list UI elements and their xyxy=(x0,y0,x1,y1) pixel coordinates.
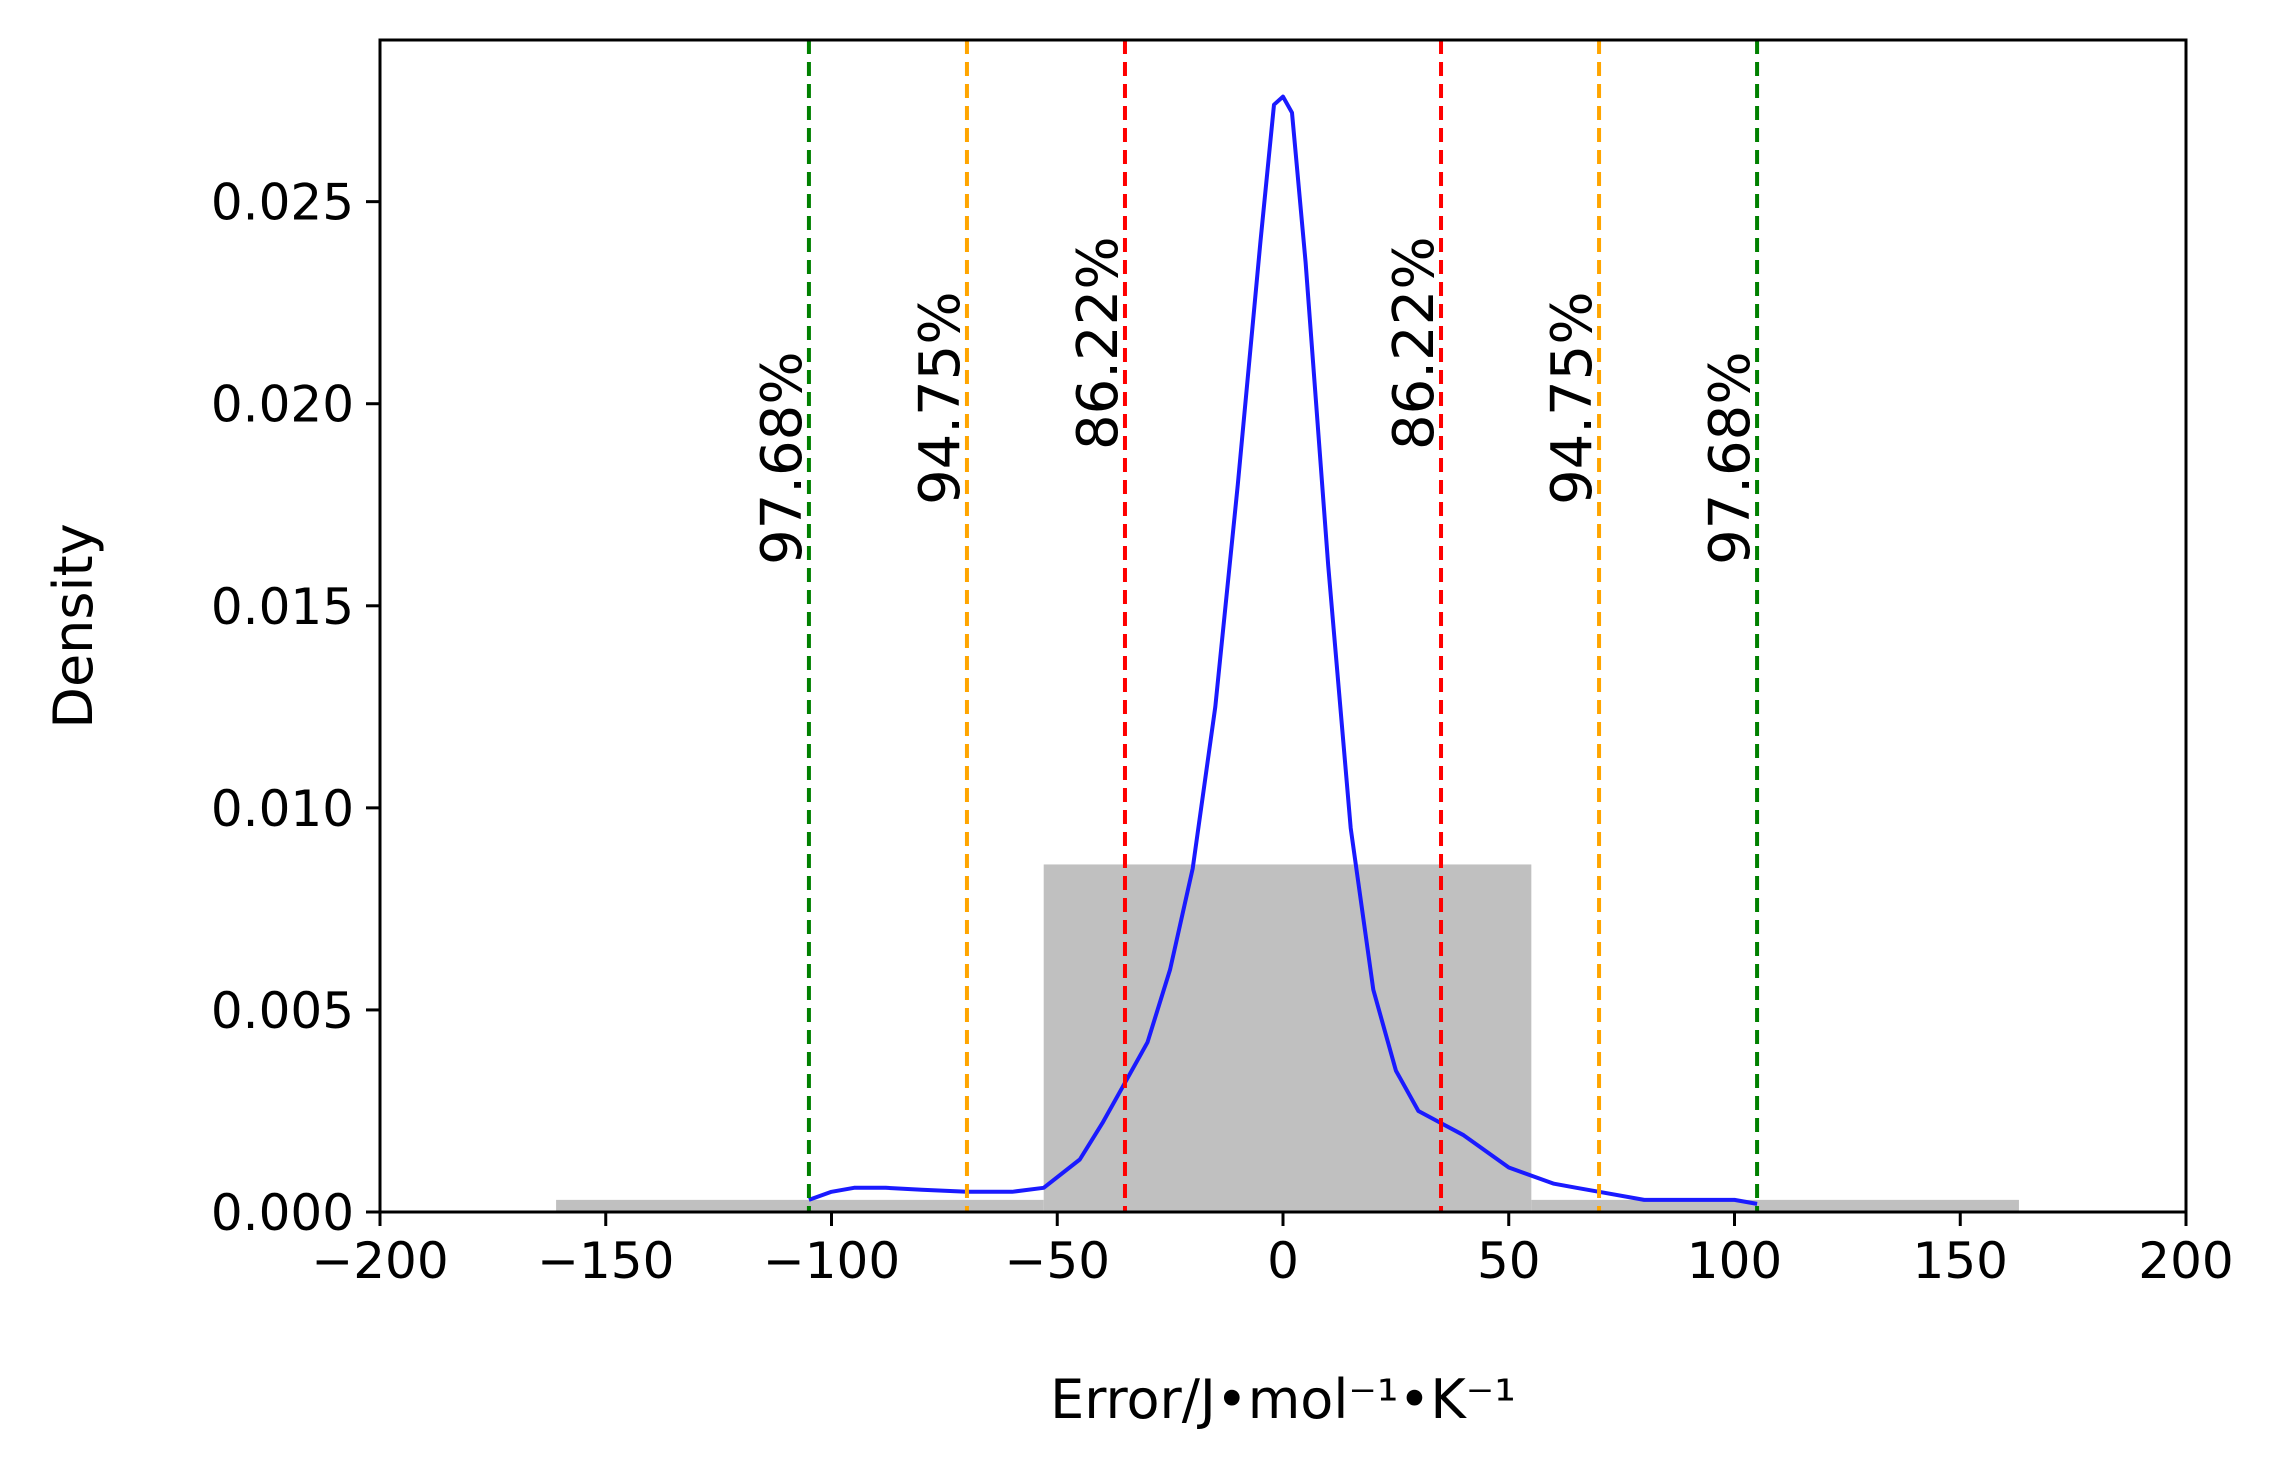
y-tick-label-3: 0.015 xyxy=(211,578,354,636)
y-tick-label-1: 0.005 xyxy=(211,982,354,1040)
x-tick-label-2: −100 xyxy=(763,1232,900,1290)
x-tick-label-3: −50 xyxy=(1004,1232,1110,1290)
percentile-label-5: 97.68% xyxy=(1698,351,1763,565)
histogram-bars xyxy=(556,864,2019,1212)
y-tick-label-4: 0.020 xyxy=(211,376,354,434)
histogram-bar-1 xyxy=(1043,864,1532,1212)
x-tick-label-0: −200 xyxy=(311,1232,448,1290)
x-axis-label: Error/J•mol⁻¹•K⁻¹ xyxy=(1050,1368,1516,1431)
percentile-label-4: 94.75% xyxy=(1540,291,1605,505)
y-tick-label-0: 0.000 xyxy=(211,1184,354,1242)
x-tick-label-5: 50 xyxy=(1477,1232,1541,1290)
percentile-label-1: 94.75% xyxy=(908,291,973,505)
percentile-label-0: 97.68% xyxy=(750,351,815,565)
x-tick-label-7: 150 xyxy=(1913,1232,2008,1290)
histogram-bar-0 xyxy=(556,1199,1044,1212)
y-tick-label-2: 0.010 xyxy=(211,780,354,838)
x-tick-label-6: 100 xyxy=(1687,1232,1782,1290)
x-tick-label-8: 200 xyxy=(2138,1232,2233,1290)
y-tick-label-5: 0.025 xyxy=(211,174,354,232)
percentile-label-3: 86.22% xyxy=(1382,236,1447,450)
density-curve xyxy=(808,94,1758,1206)
density-curve-layer xyxy=(808,94,1758,1206)
percentile-label-2: 86.22% xyxy=(1066,236,1131,450)
y-axis-label: Density xyxy=(42,523,105,728)
percentile-lines: 97.68% 94.75% 86.22% 86.22% 94.75% 97.68% xyxy=(750,40,1763,1212)
x-axis-ticks: −200 −150 −100 −50 0 50 100 150 200 xyxy=(311,1212,2234,1290)
x-tick-label-4: 0 xyxy=(1267,1232,1299,1290)
x-tick-label-1: −150 xyxy=(537,1232,674,1290)
y-axis-ticks: 0.000 0.005 0.010 0.015 0.020 0.025 xyxy=(211,174,380,1242)
histogram-bar-2 xyxy=(1531,1199,2019,1212)
